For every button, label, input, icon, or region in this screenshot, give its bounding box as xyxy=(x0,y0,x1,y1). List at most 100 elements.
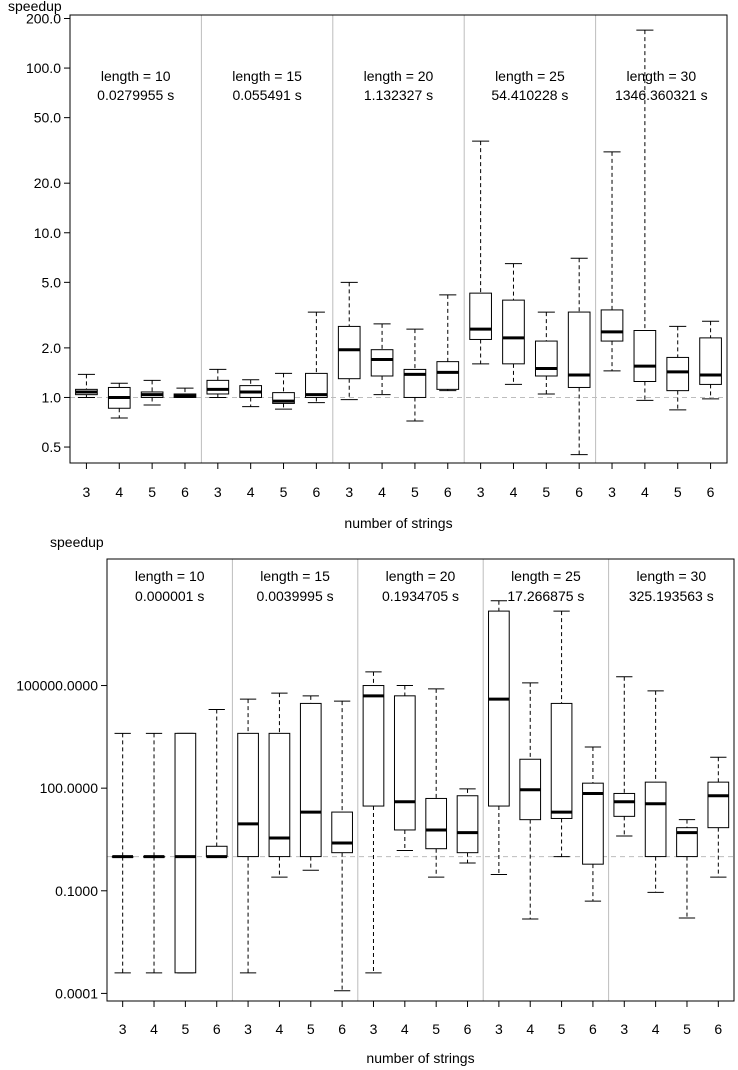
x-tick-label: 5 xyxy=(683,1021,691,1037)
x-tick-label: 6 xyxy=(714,1021,722,1037)
group-label: length = 10 xyxy=(101,68,171,84)
x-tick-label: 5 xyxy=(674,484,682,500)
x-tick-label: 4 xyxy=(276,1021,284,1037)
box-iqr xyxy=(676,827,698,858)
x-tick-label: 4 xyxy=(378,484,386,500)
y-tick-label: 100.0 xyxy=(26,60,61,76)
box-iqr xyxy=(436,361,460,390)
boxplot-box-2 xyxy=(107,382,131,419)
x-tick-label: 5 xyxy=(432,1021,440,1037)
box-iqr xyxy=(469,292,492,340)
boxplot-box-3 xyxy=(140,379,164,406)
boxplot-box-15 xyxy=(550,610,573,858)
boxplot-box-15 xyxy=(534,311,558,395)
x-axis-label: number of strings xyxy=(344,515,452,531)
box-iqr xyxy=(666,356,690,392)
box-iqr xyxy=(613,792,636,817)
x-axis-label: number of strings xyxy=(366,1050,474,1066)
y-tick-label: 0.1000 xyxy=(55,883,98,899)
group-time: 54.410228 s xyxy=(491,87,568,103)
x-tick-label: 4 xyxy=(510,484,518,500)
boxplot-box-14 xyxy=(519,682,542,920)
group-label: length = 10 xyxy=(135,568,205,584)
group-label: length = 20 xyxy=(364,68,434,84)
group-label: length = 30 xyxy=(636,568,706,584)
x-tick-label: 6 xyxy=(575,484,583,500)
x-tick-label: 3 xyxy=(83,484,91,500)
boxplot-box-5 xyxy=(237,698,259,974)
x-tick-label: 3 xyxy=(119,1021,127,1037)
x-tick-label: 6 xyxy=(707,484,715,500)
box-iqr xyxy=(600,309,624,342)
boxplot-box-2 xyxy=(143,732,165,974)
boxplot-box-3 xyxy=(174,732,197,974)
box-iqr xyxy=(237,732,259,858)
plot-frame xyxy=(106,558,735,1002)
box-iqr xyxy=(633,330,657,383)
boxplot-box-10 xyxy=(393,685,416,852)
group-time: 0.0039995 s xyxy=(257,588,334,604)
y-tick-label: 10.0 xyxy=(34,225,61,241)
y-tick-label: 100.0000 xyxy=(40,780,99,796)
group-label: length = 15 xyxy=(232,68,302,84)
boxplot-box-1 xyxy=(111,732,134,974)
x-tick-label: 5 xyxy=(148,484,156,500)
x-tick-label: 3 xyxy=(608,484,616,500)
boxplot-box-10 xyxy=(370,323,394,396)
boxplot-box-11 xyxy=(403,328,427,422)
y-tick-label: 0.5 xyxy=(42,439,62,455)
x-tick-label: 5 xyxy=(542,484,550,500)
box-iqr xyxy=(331,811,353,854)
boxplot-box-20 xyxy=(699,320,722,400)
group-label: length = 15 xyxy=(260,568,330,584)
x-tick-label: 5 xyxy=(411,484,419,500)
group-time: 0.0279955 s xyxy=(97,87,174,103)
y-tick-label: 0.0001 xyxy=(55,985,98,1001)
boxplot-box-13 xyxy=(488,600,510,875)
group-time: 325.193563 s xyxy=(629,588,714,604)
x-tick-label: 6 xyxy=(181,484,189,500)
box-iqr xyxy=(488,610,510,807)
x-tick-label: 4 xyxy=(115,484,123,500)
group-label: length = 25 xyxy=(495,68,565,84)
x-tick-label: 5 xyxy=(280,484,288,500)
group-label: length = 25 xyxy=(511,568,581,584)
box-iqr xyxy=(644,781,667,858)
group-time: 17.266875 s xyxy=(507,588,584,604)
box-iqr xyxy=(707,781,730,829)
box-iqr xyxy=(272,392,295,404)
box-iqr xyxy=(305,372,328,398)
boxplot-box-9 xyxy=(337,281,361,401)
group-time: 1.132327 s xyxy=(364,87,433,103)
x-tick-label: 6 xyxy=(312,484,320,500)
group-time: 0.1934705 s xyxy=(382,588,459,604)
boxplot-box-8 xyxy=(305,311,328,404)
y-tick-label: 5.0 xyxy=(42,274,62,290)
x-tick-label: 4 xyxy=(641,484,649,500)
box-iqr xyxy=(299,702,322,858)
boxplot-box-7 xyxy=(272,372,295,410)
x-tick-label: 3 xyxy=(345,484,353,500)
box-iqr xyxy=(403,368,427,398)
boxplot-box-13 xyxy=(469,140,492,365)
x-tick-label: 5 xyxy=(307,1021,315,1037)
x-tick-label: 3 xyxy=(477,484,485,500)
boxplot-box-4 xyxy=(205,708,228,859)
box-iqr xyxy=(699,337,722,385)
boxplot-box-16 xyxy=(582,746,604,902)
x-tick-label: 6 xyxy=(444,484,452,500)
group-time: 0.000001 s xyxy=(135,588,204,604)
boxplot-box-18 xyxy=(644,690,667,893)
x-tick-label: 6 xyxy=(589,1021,597,1037)
y-tick-label: 2.0 xyxy=(42,340,62,356)
boxplot-box-16 xyxy=(567,257,591,456)
x-tick-label: 6 xyxy=(213,1021,221,1037)
boxplot-box-12 xyxy=(456,788,479,864)
box-iqr xyxy=(370,349,394,377)
box-iqr xyxy=(425,797,448,850)
group-label: length = 30 xyxy=(626,68,696,84)
box-iqr xyxy=(206,379,230,395)
x-tick-label: 3 xyxy=(495,1021,503,1037)
boxplot-box-18 xyxy=(633,29,657,401)
